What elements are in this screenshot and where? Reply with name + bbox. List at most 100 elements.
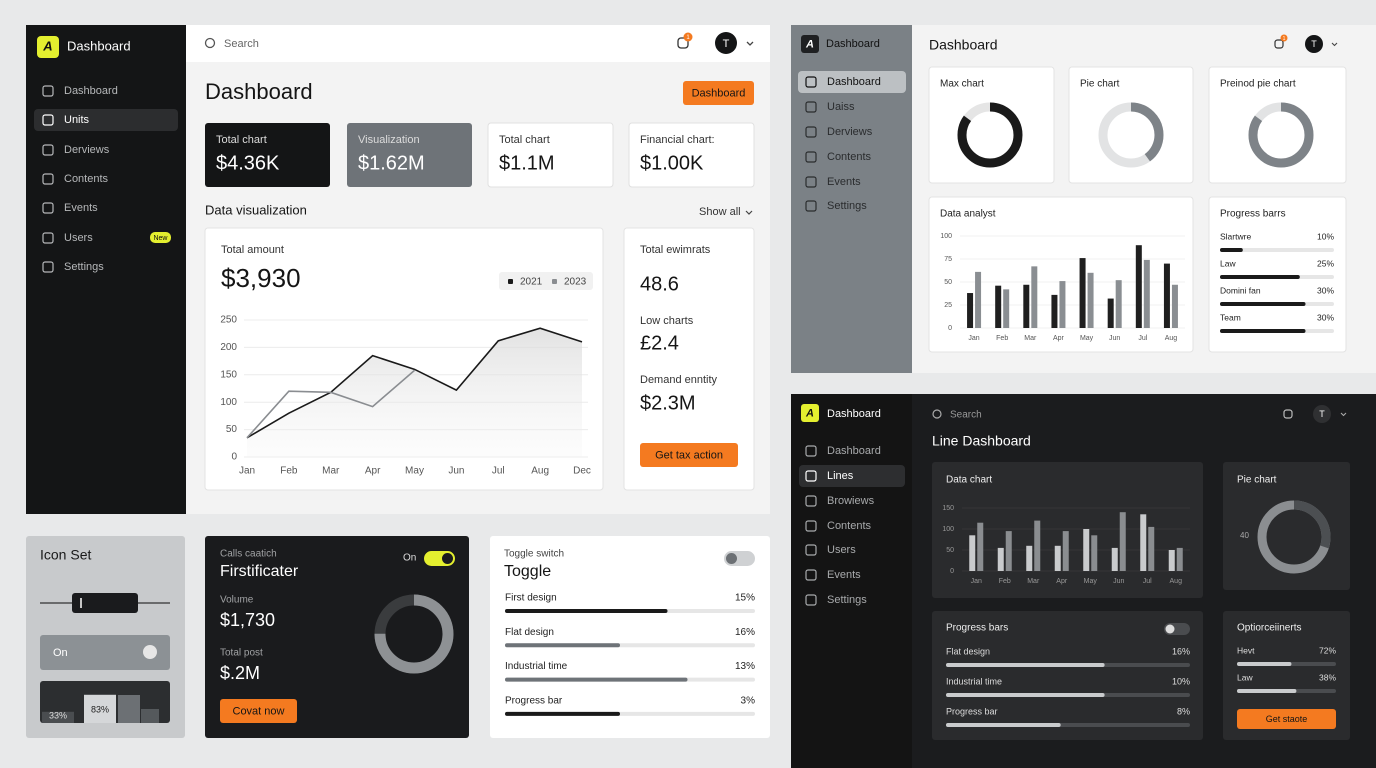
notification-badge — [1280, 34, 1288, 42]
card-caption: Calls caatich — [220, 549, 277, 560]
progress-label: Law — [1220, 258, 1236, 268]
progress-value: 16% — [1172, 646, 1190, 656]
bell — [1274, 39, 1284, 49]
nav-item[interactable]: Users — [827, 544, 856, 556]
nav-item[interactable]: Settings — [827, 200, 867, 212]
nav-item[interactable]: Contents — [827, 520, 872, 532]
side-button-text[interactable]: Get tax action — [655, 449, 723, 461]
x-tick-label: Jan — [239, 466, 255, 477]
nav-item[interactable]: Uaiss — [827, 101, 855, 113]
avatar — [1305, 35, 1323, 53]
nav-item[interactable]: Settings — [64, 261, 104, 273]
progress-fill — [946, 723, 1061, 727]
legend-label: 2023 — [564, 277, 587, 288]
logo — [801, 404, 819, 422]
avatar — [1313, 405, 1331, 423]
side-stat-value: 48.6 — [640, 273, 679, 295]
button-text[interactable]: Dashboard — [692, 87, 746, 99]
bar — [1119, 512, 1126, 571]
notification-count: 1 — [686, 35, 690, 41]
x-tick-label: Feb — [996, 335, 1008, 342]
toggle-row[interactable] — [40, 635, 170, 670]
progress-fill — [1220, 275, 1300, 279]
card-button-text[interactable]: Get staote — [1266, 714, 1308, 724]
nav-item[interactable]: Derviews — [64, 144, 110, 156]
x-tick-label: Jun — [1109, 335, 1120, 342]
logo-text: A — [805, 407, 814, 419]
nav-item[interactable]: Dashboard — [64, 85, 118, 97]
stat-value: $1.1M — [499, 152, 555, 174]
x-tick-label: Jun — [1113, 578, 1124, 585]
y-tick-label: 0 — [231, 452, 237, 463]
x-tick-label: Apr — [1053, 335, 1065, 342]
logo-text: A — [42, 38, 52, 53]
chevron — [746, 41, 754, 46]
bar — [1091, 535, 1098, 571]
card-title: Preinod pie chart — [1220, 79, 1296, 90]
y-tick-label: 100 — [940, 233, 952, 240]
bar — [1176, 547, 1183, 571]
avatar-text[interactable]: T — [1319, 409, 1325, 419]
bar — [1148, 526, 1155, 571]
bar — [1034, 520, 1041, 571]
search-input[interactable]: Search — [224, 38, 259, 50]
chevron — [1331, 42, 1338, 47]
nav-item[interactable]: Events — [64, 202, 98, 214]
notification-badge — [683, 32, 693, 42]
x-tick-label: Jul — [1143, 578, 1152, 585]
search-icon — [204, 37, 216, 49]
nav-item[interactable]: Contents — [827, 151, 872, 163]
x-tick-label: Jan — [968, 335, 979, 342]
stat-label: Total chart — [499, 134, 550, 146]
nav-icon — [805, 76, 817, 88]
progress-value: 15% — [735, 593, 755, 604]
bar — [1140, 514, 1147, 571]
stat-label: Visualization — [358, 134, 420, 146]
y-tick-label: 50 — [226, 424, 238, 435]
x-tick-label: May — [1084, 578, 1098, 585]
progress-label: Law — [1237, 672, 1253, 682]
stat-value: $1.62M — [358, 152, 425, 174]
nav-item[interactable]: Settings — [827, 594, 867, 606]
nav-item[interactable]: Contents — [64, 173, 109, 185]
show-all[interactable]: Show all — [699, 206, 741, 218]
toggle-knob — [442, 553, 453, 564]
bar — [1079, 258, 1086, 328]
legend-swatch — [508, 279, 513, 284]
progress-value: 30% — [1317, 285, 1334, 295]
nav-item[interactable]: Events — [827, 176, 861, 188]
nav-item[interactable]: Browiews — [827, 495, 875, 507]
button[interactable] — [683, 81, 754, 105]
mini-bar — [141, 709, 159, 723]
nav-item[interactable]: Lines — [827, 470, 854, 482]
card-button[interactable] — [220, 699, 297, 723]
slider-thumb[interactable] — [72, 593, 138, 613]
stat-label: Volume — [220, 595, 254, 606]
page-title: Line Dashboard — [932, 433, 1031, 449]
stat-card — [347, 123, 472, 187]
card-button[interactable] — [1237, 709, 1336, 729]
avatar-text[interactable]: T — [723, 38, 730, 50]
top-bar — [186, 25, 770, 62]
card-button-text[interactable]: Covat now — [233, 705, 285, 717]
nav-item[interactable]: Units — [64, 114, 90, 126]
side-card — [623, 227, 755, 491]
nav-item[interactable]: Derviews — [827, 126, 873, 138]
nav-icon — [805, 470, 817, 482]
avatar-text[interactable]: T — [1311, 39, 1317, 49]
chart-total: $3,930 — [221, 263, 301, 293]
nav-item[interactable]: Events — [827, 569, 861, 581]
nav-item[interactable]: Users — [64, 232, 93, 244]
progress-value: 72% — [1319, 645, 1336, 655]
line — [246, 327, 583, 439]
nav-item[interactable]: Dashboard — [827, 445, 881, 457]
nav-item[interactable]: Dashboard — [827, 76, 881, 88]
search-input[interactable]: Search — [950, 410, 982, 421]
progress-value: 13% — [735, 661, 755, 672]
card-title: Progress bars — [946, 623, 1008, 634]
side-button[interactable] — [640, 443, 738, 467]
x-tick-label: May — [1080, 335, 1094, 342]
bar — [1111, 547, 1118, 571]
page-title: Dashboard — [205, 79, 313, 104]
